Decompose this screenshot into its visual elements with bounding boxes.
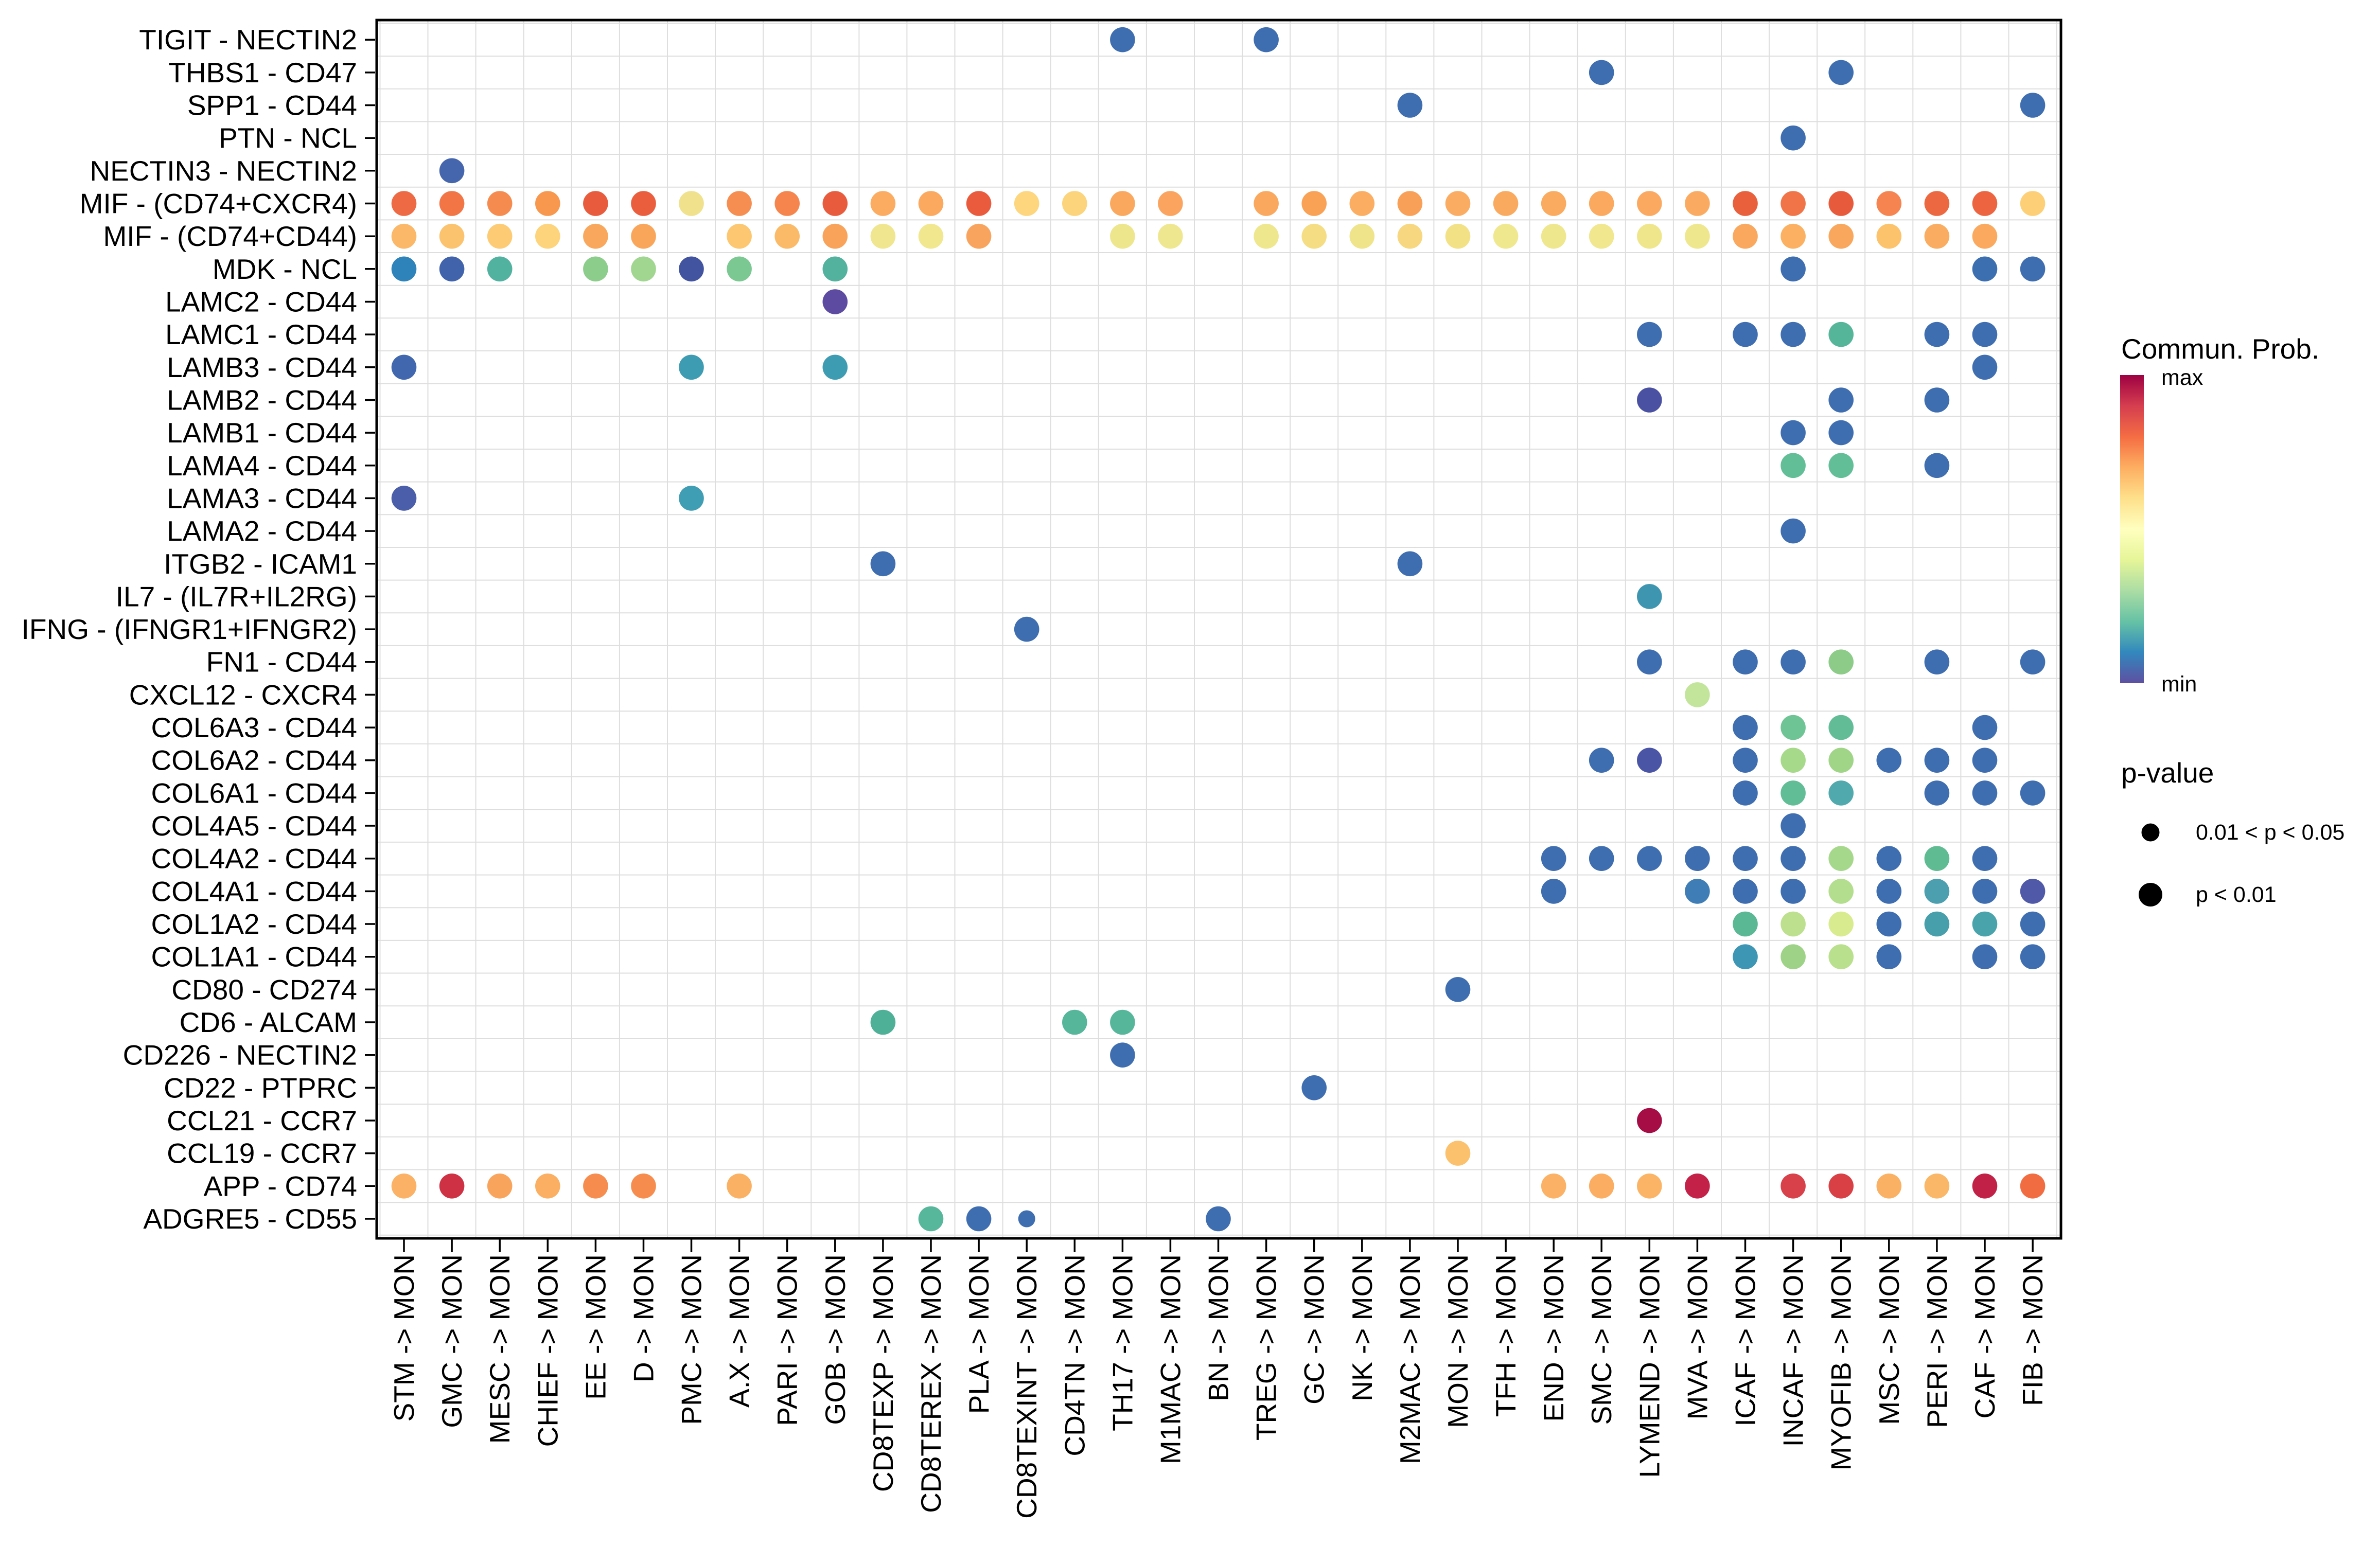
svg-text:IL7 - (IL7R+IL2RG): IL7 - (IL7R+IL2RG) <box>116 580 357 612</box>
svg-text:GC -> MON: GC -> MON <box>1298 1254 1330 1405</box>
svg-text:COL6A1 - CD44: COL6A1 - CD44 <box>151 777 357 809</box>
svg-text:MIF - (CD74+CXCR4): MIF - (CD74+CXCR4) <box>80 188 357 220</box>
svg-text:MVA -> MON: MVA -> MON <box>1681 1254 1713 1419</box>
svg-text:APP - CD74: APP - CD74 <box>203 1170 357 1202</box>
svg-text:CD22 - PTPRC: CD22 - PTPRC <box>164 1072 357 1104</box>
svg-text:COL1A1 - CD44: COL1A1 - CD44 <box>151 941 357 973</box>
svg-text:0.01 < p < 0.05: 0.01 < p < 0.05 <box>2196 820 2344 845</box>
svg-text:CD80 - CD274: CD80 - CD274 <box>171 973 357 1005</box>
svg-text:LAMA3 - CD44: LAMA3 - CD44 <box>167 482 357 514</box>
svg-text:LAMB1 - CD44: LAMB1 - CD44 <box>167 417 357 449</box>
svg-text:FIB -> MON: FIB -> MON <box>2017 1254 2049 1406</box>
svg-text:NK -> MON: NK -> MON <box>1346 1254 1378 1401</box>
svg-text:END -> MON: END -> MON <box>1538 1254 1570 1421</box>
svg-text:p < 0.01: p < 0.01 <box>2196 882 2277 907</box>
svg-text:INCAF -> MON: INCAF -> MON <box>1777 1254 1809 1447</box>
svg-text:CD8TEXINT -> MON: CD8TEXINT -> MON <box>1011 1254 1043 1519</box>
svg-text:STM -> MON: STM -> MON <box>388 1254 420 1421</box>
svg-text:max: max <box>2161 365 2203 390</box>
svg-text:Commun. Prob.: Commun. Prob. <box>2121 333 2319 365</box>
svg-text:MIF - (CD74+CD44): MIF - (CD74+CD44) <box>103 220 357 252</box>
svg-text:CXCL12 - CXCR4: CXCL12 - CXCR4 <box>129 679 357 710</box>
svg-text:THBS1 - CD47: THBS1 - CD47 <box>168 57 357 88</box>
svg-text:PTN - NCL: PTN - NCL <box>219 122 357 154</box>
svg-text:TIGIT - NECTIN2: TIGIT - NECTIN2 <box>139 24 357 56</box>
svg-text:PMC -> MON: PMC -> MON <box>676 1254 708 1425</box>
svg-text:COL4A2 - CD44: COL4A2 - CD44 <box>151 843 357 875</box>
svg-text:MSC -> MON: MSC -> MON <box>1873 1254 1905 1425</box>
svg-text:MON -> MON: MON -> MON <box>1442 1254 1474 1428</box>
svg-text:LAMB3 - CD44: LAMB3 - CD44 <box>167 351 357 383</box>
svg-text:ITGB2 - ICAM1: ITGB2 - ICAM1 <box>164 548 357 580</box>
svg-text:LAMC2 - CD44: LAMC2 - CD44 <box>165 286 357 318</box>
svg-text:ICAF -> MON: ICAF -> MON <box>1730 1254 1761 1427</box>
svg-text:CCL19 - CCR7: CCL19 - CCR7 <box>167 1138 357 1169</box>
svg-text:PLA -> MON: PLA -> MON <box>963 1254 995 1414</box>
svg-text:TFH -> MON: TFH -> MON <box>1490 1254 1522 1417</box>
svg-text:GMC -> MON: GMC -> MON <box>436 1254 468 1428</box>
svg-text:FN1 - CD44: FN1 - CD44 <box>206 646 357 678</box>
svg-text:MYOFIB -> MON: MYOFIB -> MON <box>1825 1254 1857 1470</box>
svg-text:LAMC1 - CD44: LAMC1 - CD44 <box>165 318 357 350</box>
svg-text:CD8TEXP -> MON: CD8TEXP -> MON <box>867 1254 899 1492</box>
svg-text:MESC -> MON: MESC -> MON <box>484 1254 516 1444</box>
svg-text:SPP1 - CD44: SPP1 - CD44 <box>187 90 357 121</box>
svg-text:M2MAC -> MON: M2MAC -> MON <box>1394 1254 1426 1464</box>
svg-text:CCL21 - CCR7: CCL21 - CCR7 <box>167 1105 357 1136</box>
svg-text:TREG -> MON: TREG -> MON <box>1250 1254 1282 1441</box>
svg-text:EE -> MON: EE -> MON <box>579 1254 611 1400</box>
svg-text:CD4TN -> MON: CD4TN -> MON <box>1059 1254 1090 1456</box>
svg-text:COL1A2 - CD44: COL1A2 - CD44 <box>151 908 357 940</box>
svg-text:COL6A2 - CD44: COL6A2 - CD44 <box>151 744 357 776</box>
svg-text:ADGRE5 - CD55: ADGRE5 - CD55 <box>143 1203 357 1235</box>
svg-text:LAMB2 - CD44: LAMB2 - CD44 <box>167 384 357 416</box>
svg-text:COL4A5 - CD44: COL4A5 - CD44 <box>151 810 357 842</box>
svg-text:MDK - NCL: MDK - NCL <box>213 253 357 285</box>
svg-text:CD8TEREX -> MON: CD8TEREX -> MON <box>915 1254 947 1513</box>
svg-text:D -> MON: D -> MON <box>628 1254 660 1382</box>
svg-text:M1MAC -> MON: M1MAC -> MON <box>1154 1254 1186 1464</box>
svg-text:PARI -> MON: PARI -> MON <box>771 1254 803 1426</box>
svg-text:LYMEND -> MON: LYMEND -> MON <box>1633 1254 1665 1478</box>
svg-text:IFNG - (IFNGR1+IFNGR2): IFNG - (IFNGR1+IFNGR2) <box>22 613 357 645</box>
svg-text:COL6A3 - CD44: COL6A3 - CD44 <box>151 712 357 743</box>
svg-text:GOB -> MON: GOB -> MON <box>819 1254 851 1425</box>
svg-text:PERI -> MON: PERI -> MON <box>1921 1254 1953 1428</box>
svg-text:min: min <box>2161 672 2197 697</box>
svg-text:CAF -> MON: CAF -> MON <box>1969 1254 2001 1418</box>
svg-text:TH17 -> MON: TH17 -> MON <box>1106 1254 1138 1431</box>
svg-text:p-value: p-value <box>2121 757 2214 789</box>
svg-text:LAMA2 - CD44: LAMA2 - CD44 <box>167 515 357 547</box>
svg-text:COL4A1 - CD44: COL4A1 - CD44 <box>151 875 357 907</box>
svg-text:NECTIN3 - NECTIN2: NECTIN3 - NECTIN2 <box>90 155 358 187</box>
svg-text:LAMA4 - CD44: LAMA4 - CD44 <box>167 450 357 482</box>
svg-text:A.X -> MON: A.X -> MON <box>724 1254 755 1408</box>
svg-text:BN -> MON: BN -> MON <box>1203 1254 1235 1401</box>
svg-text:SMC -> MON: SMC -> MON <box>1585 1254 1617 1425</box>
svg-text:CD6 - ALCAM: CD6 - ALCAM <box>180 1006 357 1038</box>
svg-text:CD226 - NECTIN2: CD226 - NECTIN2 <box>123 1039 357 1071</box>
svg-text:CHIEF -> MON: CHIEF -> MON <box>532 1254 563 1447</box>
